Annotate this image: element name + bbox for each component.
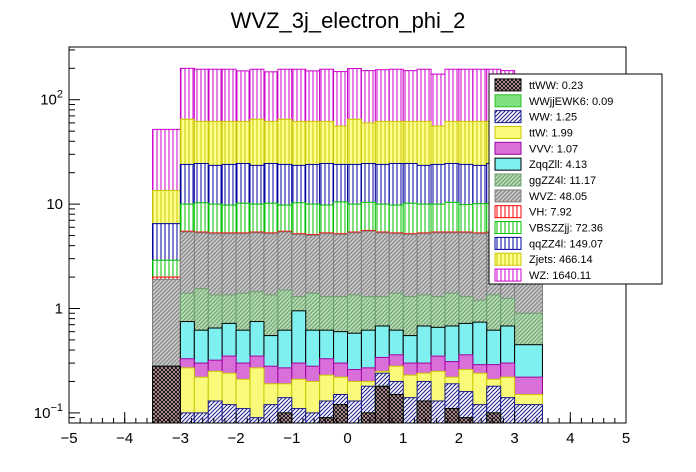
legend-label: ttW: 1.99 <box>529 127 573 139</box>
bar-ww-22 <box>472 404 488 424</box>
bar-ww-19 <box>430 400 446 424</box>
x-tick-label: −1 <box>283 430 300 447</box>
legend-swatch <box>494 94 522 108</box>
bar-ttww-18 <box>416 400 432 424</box>
legend-swatch <box>494 141 522 155</box>
legend-label: VBSZZjj: 72.36 <box>529 223 603 235</box>
legend-entry-zjets: Zjets: 466.14 <box>494 252 593 266</box>
legend-entry-wwjjewk6: WWjjEWK6: 0.09 <box>494 94 613 108</box>
legend-entry-qqzz4l: qqZZ4l: 149.07 <box>494 236 603 250</box>
legend-swatch <box>494 78 522 92</box>
legend-entry-ww: WW: 1.25 <box>494 110 577 124</box>
legend-swatch <box>494 125 522 139</box>
legend-entry-vh: VH: 7.92 <box>494 205 572 219</box>
bar-ww-25 <box>514 404 543 424</box>
legend-swatch <box>494 189 522 203</box>
legend-entry-zqqzll: ZqqZll: 4.13 <box>494 157 587 171</box>
legend-label: ZqqZll: 4.13 <box>529 159 587 171</box>
y-tick-label: 10−1 <box>34 402 63 422</box>
legend-swatch <box>494 157 522 171</box>
legend-entry-vvv: VVV: 1.07 <box>494 141 578 155</box>
bar-ww-2 <box>193 412 209 424</box>
legend-entry-wvz: WVZ: 48.05 <box>494 189 587 203</box>
bar-ttww-15 <box>374 385 390 424</box>
legend-label: WW: 1.25 <box>529 112 577 124</box>
legend-swatch <box>494 205 522 219</box>
bar-ttww-8 <box>277 412 293 424</box>
legend: ttWW: 0.23 WWjjEWK6: 0.09 WW: 1.25 ttW: 1.9… <box>488 73 663 285</box>
legend-label: ggZZ4l: 11.17 <box>529 175 596 187</box>
legend-entry-vbszzjj: VBSZZjj: 72.36 <box>494 221 603 235</box>
legend-label: VVV: 1.07 <box>529 143 578 155</box>
bar-ww-7 <box>263 404 279 424</box>
x-tick-label: 4 <box>566 430 574 447</box>
legend-swatch <box>494 268 522 282</box>
legend-swatch <box>494 252 522 266</box>
x-tick-label: 1 <box>399 430 407 447</box>
legend-entry-wz: WZ: 1640.11 <box>494 268 591 282</box>
bar-ttw-6 <box>249 367 265 424</box>
y-tick-label: 1 <box>55 300 63 317</box>
x-tick-label: −4 <box>116 430 133 447</box>
y-tick-label: 102 <box>40 89 63 109</box>
legend-swatch <box>494 236 522 250</box>
legend-entry-ttw: ttW: 1.99 <box>494 125 573 139</box>
bar-ttww-21 <box>458 417 474 424</box>
bar-ttww-11 <box>319 417 335 424</box>
bar-ww-13 <box>347 400 362 424</box>
x-tick-label: −5 <box>60 430 77 447</box>
legend-label: ttWW: 0.23 <box>529 80 583 92</box>
bar-ww-6 <box>249 417 265 424</box>
legend-label: VH: 7.92 <box>529 207 572 219</box>
legend-label: WZ: 1640.11 <box>529 270 591 282</box>
legend-entry-ttww: ttWW: 0.23 <box>494 78 583 92</box>
legend-label: WWjjEWK6: 0.09 <box>529 96 613 108</box>
bar-ttww-23 <box>486 412 502 424</box>
x-tick-label: −3 <box>172 430 189 447</box>
axes-layer: −5 −4 −3 −2 −1 0 1 2 3 4 5 10−1 1 10 102 <box>34 49 630 447</box>
bar-ww-3 <box>207 400 223 424</box>
bar-ww-17 <box>402 397 418 424</box>
bar-ww-1 <box>179 412 195 424</box>
legend-label: qqZZ4l: 149.07 <box>529 238 603 250</box>
legend-swatch <box>494 110 522 124</box>
bar-ww-4 <box>221 404 237 424</box>
x-tick-label: 0 <box>343 430 351 447</box>
x-tick-label: 3 <box>510 430 518 447</box>
bar-ww-9 <box>291 408 307 424</box>
bar-ttww-0 <box>152 365 181 424</box>
bar-ttww-20 <box>444 408 460 424</box>
legend-swatch <box>494 173 522 187</box>
chart-title: WVZ_3j_electron_phi_2 <box>231 8 466 33</box>
legend-entry-ggzz4l: ggZZ4l: 11.17 <box>494 173 596 187</box>
bars-layer <box>152 67 543 424</box>
bar-ww-24 <box>500 397 516 424</box>
bar-ttww-14 <box>360 412 376 424</box>
x-tick-label: 5 <box>622 430 630 447</box>
x-tick-label: −2 <box>228 430 245 447</box>
legend-swatch <box>494 221 522 235</box>
bar-ttww-12 <box>333 404 349 424</box>
x-tick-label: 2 <box>455 430 463 447</box>
bar-ww-5 <box>235 408 251 424</box>
legend-label: Zjets: 466.14 <box>529 254 593 266</box>
y-tick-label: 10 <box>46 196 63 213</box>
legend-label: WVZ: 48.05 <box>529 191 587 203</box>
bar-ttww-16 <box>388 394 404 424</box>
bar-ww-10 <box>305 412 321 424</box>
